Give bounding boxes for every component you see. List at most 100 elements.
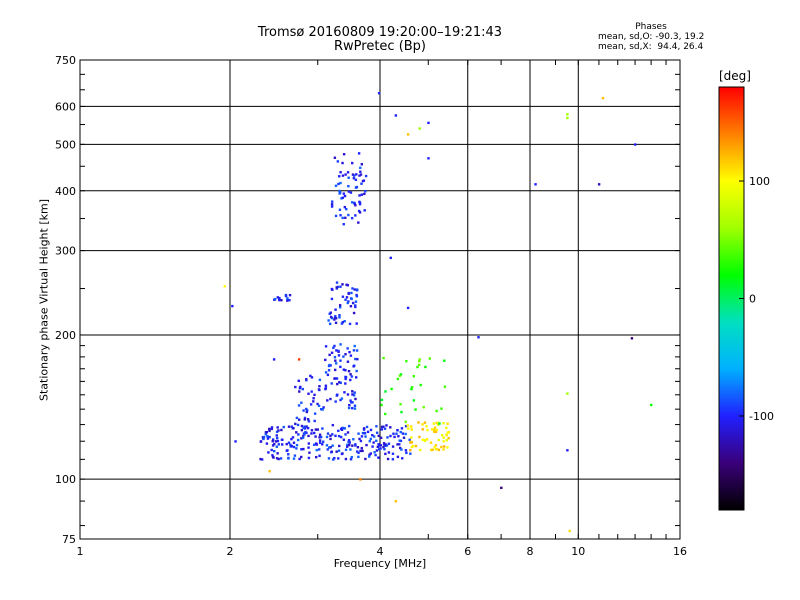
data-point xyxy=(353,202,356,206)
y-tick-label: 500 xyxy=(55,138,76,151)
data-point xyxy=(296,423,300,427)
data-point xyxy=(368,453,371,457)
data-point xyxy=(324,387,327,391)
data-point xyxy=(425,425,428,428)
y-tick-label: 100 xyxy=(55,473,76,486)
data-point xyxy=(344,216,347,220)
data-point xyxy=(341,174,345,177)
data-point xyxy=(333,456,336,460)
data-point xyxy=(287,453,290,456)
data-point xyxy=(332,346,335,350)
data-point xyxy=(349,378,352,382)
data-point xyxy=(313,412,317,415)
data-point xyxy=(307,434,310,438)
data-point xyxy=(347,184,350,188)
data-point xyxy=(328,322,332,326)
data-point xyxy=(350,375,354,378)
data-point xyxy=(360,163,364,166)
data-point xyxy=(354,357,357,361)
data-point xyxy=(369,437,372,441)
data-point xyxy=(280,428,283,432)
data-point xyxy=(347,440,350,444)
data-point xyxy=(346,171,350,174)
data-point xyxy=(343,427,347,430)
data-point xyxy=(343,320,346,323)
data-point xyxy=(292,441,296,444)
data-point xyxy=(364,435,367,438)
data-point xyxy=(401,432,405,435)
data-point xyxy=(280,298,283,302)
data-point xyxy=(350,201,354,204)
data-point xyxy=(354,305,357,309)
data-point xyxy=(327,446,331,449)
data-point xyxy=(440,407,443,410)
data-point xyxy=(307,456,311,460)
data-point xyxy=(307,446,310,449)
data-point xyxy=(442,448,445,451)
data-point xyxy=(358,194,361,197)
x-tick-label: 2 xyxy=(227,545,234,558)
data-point xyxy=(332,458,335,461)
data-point xyxy=(330,316,334,320)
data-point xyxy=(303,427,307,430)
data-point xyxy=(276,452,279,455)
data-point xyxy=(303,425,306,428)
data-point xyxy=(433,428,436,431)
data-point xyxy=(371,445,374,448)
data-point xyxy=(368,455,371,458)
data-point xyxy=(337,354,341,357)
data-point xyxy=(297,433,300,436)
data-point xyxy=(310,429,314,432)
data-point xyxy=(356,446,360,449)
data-point xyxy=(341,283,344,286)
data-point xyxy=(431,448,434,451)
y-tick-label: 400 xyxy=(55,185,76,198)
data-point xyxy=(422,405,425,409)
data-point xyxy=(357,209,361,213)
data-point xyxy=(350,297,353,301)
data-point xyxy=(434,430,437,434)
data-point xyxy=(266,435,269,438)
data-point xyxy=(398,374,402,377)
data-point xyxy=(340,397,344,400)
data-point xyxy=(426,428,429,432)
data-point xyxy=(395,432,398,435)
data-point xyxy=(382,445,385,449)
x-tick-label: 4 xyxy=(377,545,384,558)
data-point xyxy=(410,387,413,391)
data-point xyxy=(423,438,426,442)
data-point xyxy=(384,444,387,448)
data-point xyxy=(398,439,401,442)
data-point xyxy=(346,347,349,350)
data-point xyxy=(358,202,362,206)
data-point xyxy=(335,362,338,365)
data-point xyxy=(365,425,369,429)
data-point xyxy=(286,297,289,300)
data-point xyxy=(347,291,350,295)
data-point xyxy=(358,211,362,214)
data-point xyxy=(339,427,343,431)
data-point xyxy=(344,298,347,301)
data-point xyxy=(349,191,353,194)
data-point xyxy=(295,443,299,447)
data-point xyxy=(324,384,328,387)
data-point xyxy=(341,321,344,324)
data-point xyxy=(428,357,432,360)
data-point xyxy=(566,449,569,452)
data-point xyxy=(650,403,653,407)
data-point xyxy=(308,451,311,454)
data-point xyxy=(358,174,361,177)
data-point xyxy=(266,437,270,440)
data-point xyxy=(301,387,305,391)
data-point xyxy=(339,343,342,346)
data-point xyxy=(630,337,634,340)
data-point xyxy=(353,404,357,407)
data-point xyxy=(303,418,307,421)
data-point xyxy=(260,458,264,461)
data-point xyxy=(417,421,420,424)
data-point xyxy=(435,409,438,413)
data-point xyxy=(359,439,363,443)
data-point xyxy=(337,429,340,433)
data-point xyxy=(410,428,413,431)
data-point xyxy=(345,296,349,299)
